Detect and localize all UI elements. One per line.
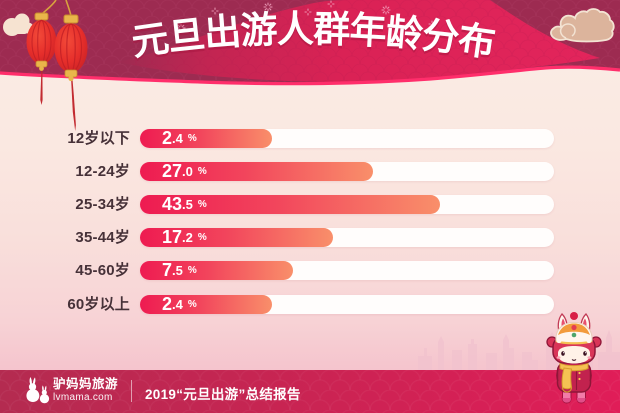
bar-track: 7.5% bbox=[140, 260, 554, 281]
percent-sign: % bbox=[197, 198, 207, 210]
value-decimal: .5 bbox=[182, 196, 193, 212]
bar-fill: 27.0% bbox=[140, 160, 373, 181]
bar-track: 2.4% bbox=[140, 127, 554, 148]
percent-sign: % bbox=[187, 298, 197, 310]
bar-track: 43.5% bbox=[140, 193, 554, 214]
report-title: 2019“元旦出游”总结报告 bbox=[145, 387, 301, 402]
cloud-left-icon bbox=[3, 13, 34, 36]
value-integer: 17 bbox=[162, 227, 183, 248]
value-decimal: .4 bbox=[172, 296, 183, 312]
bar-track: 2.4% bbox=[140, 293, 554, 314]
category-label: 12-24岁 bbox=[75, 162, 130, 180]
value-integer: 43 bbox=[162, 193, 183, 214]
bar-fill: 2.4% bbox=[140, 293, 273, 314]
value-integer: 2 bbox=[162, 127, 173, 148]
footer: 驴妈妈旅游 lvmama.com 2019“元旦出游”总结报告 bbox=[0, 370, 620, 413]
value-decimal: .0 bbox=[182, 163, 193, 179]
cloud-right-icon bbox=[550, 8, 615, 43]
value-integer: 2 bbox=[162, 293, 173, 314]
donkey-mascot-icon bbox=[546, 312, 602, 404]
value-decimal: .2 bbox=[182, 230, 193, 246]
chart-row: 12岁以下 2.4% bbox=[0, 127, 620, 148]
donkey-logo-icon bbox=[26, 376, 50, 404]
category-label: 45-60岁 bbox=[75, 262, 130, 280]
value-integer: 7 bbox=[162, 260, 173, 281]
percent-sign: % bbox=[197, 165, 207, 177]
bar-fill: 17.2% bbox=[140, 227, 333, 248]
category-label: 25-34岁 bbox=[75, 195, 130, 213]
category-label: 60岁以上 bbox=[67, 295, 130, 313]
bar-track: 27.0% bbox=[140, 160, 554, 181]
footer-divider bbox=[131, 380, 132, 402]
bar-fill: 2.4% bbox=[140, 127, 273, 148]
percent-sign: % bbox=[187, 265, 197, 277]
bar-track: 17.2% bbox=[140, 227, 554, 248]
value-decimal: .5 bbox=[172, 263, 183, 279]
chart-row: 25-34岁 43.5% bbox=[0, 193, 620, 214]
percent-sign: % bbox=[187, 132, 197, 144]
brand-domain: lvmama.com bbox=[53, 392, 113, 403]
category-label: 35-44岁 bbox=[75, 229, 130, 247]
header-banner: 元旦出游人群年龄分布 元旦出游人群年龄分布 bbox=[0, 0, 620, 131]
bar-fill: 43.5% bbox=[140, 193, 441, 214]
chart-row: 45-60岁 7.5% bbox=[0, 260, 620, 281]
bar-fill: 7.5% bbox=[140, 260, 293, 281]
value-decimal: .4 bbox=[172, 130, 183, 146]
category-label: 12岁以下 bbox=[67, 129, 130, 147]
footer-band bbox=[0, 370, 620, 413]
firework-sparkles-icon bbox=[176, 0, 476, 34]
chart-row: 35-44岁 17.2% bbox=[0, 227, 620, 248]
red-lanterns-icon bbox=[26, 0, 88, 131]
chart-row: 12-24岁 27.0% bbox=[0, 160, 620, 181]
brand-name: 驴妈妈旅游 bbox=[53, 377, 119, 391]
percent-sign: % bbox=[197, 232, 207, 244]
chart-row: 60岁以上 2.4% bbox=[0, 293, 620, 314]
value-integer: 27 bbox=[162, 160, 183, 181]
